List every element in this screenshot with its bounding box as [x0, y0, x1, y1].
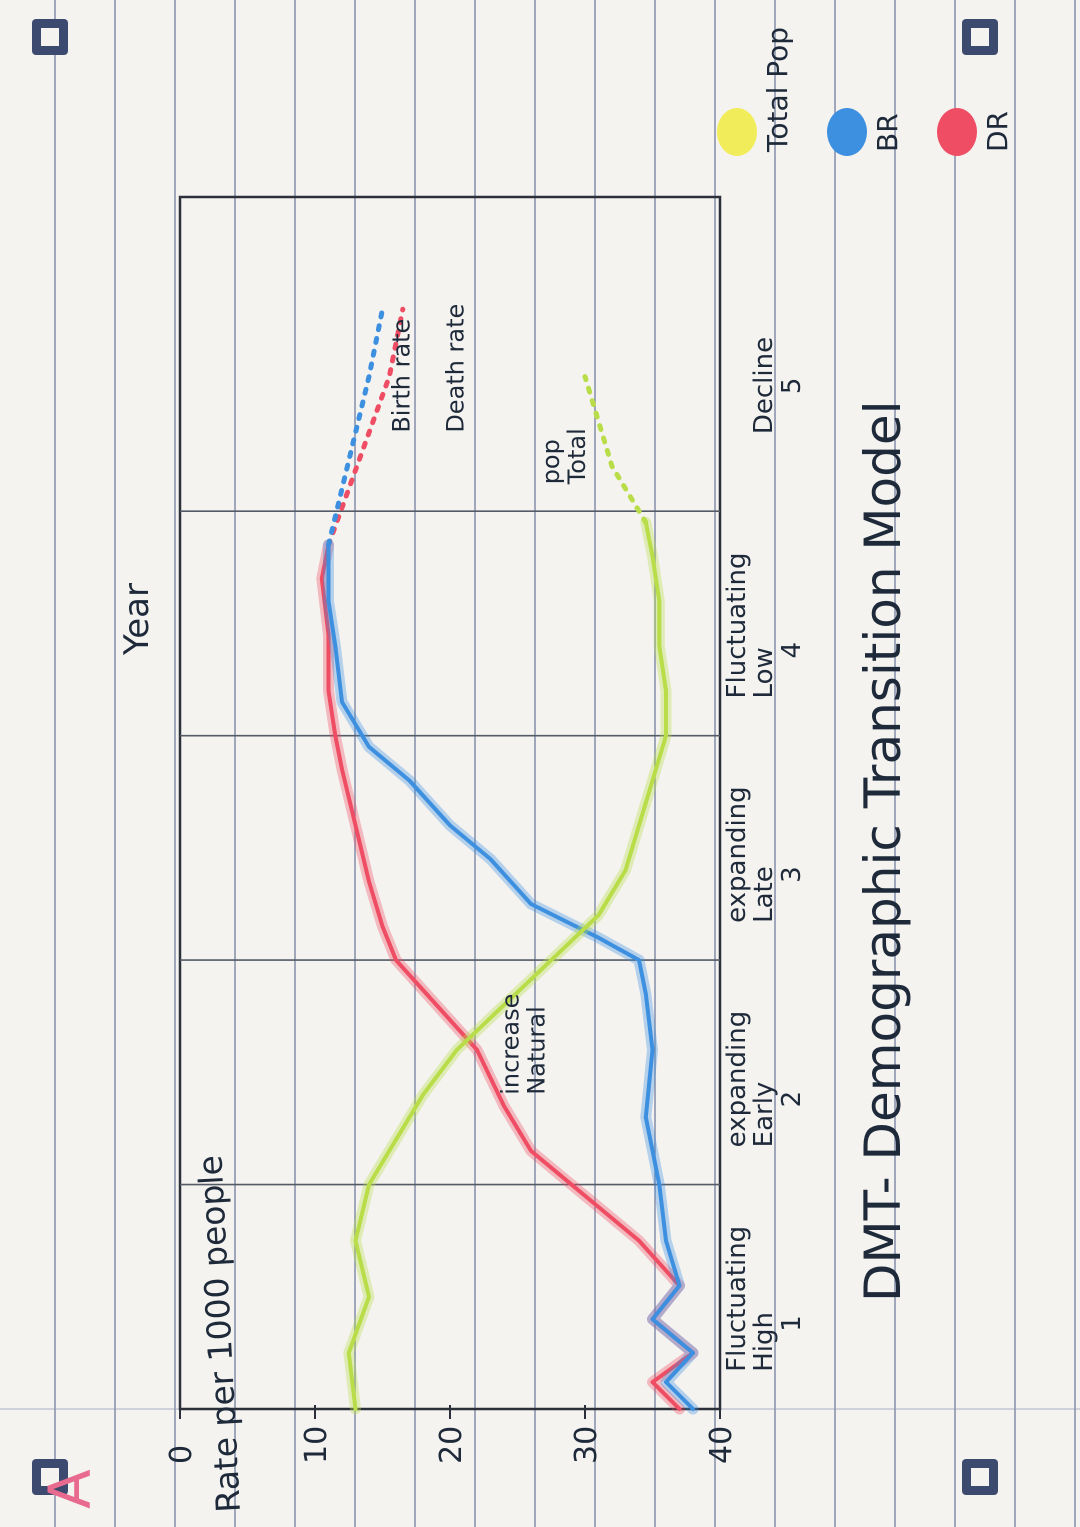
binder-clip-hole: [41, 28, 59, 46]
binder-clip-hole: [41, 1468, 59, 1486]
binder-clip-icon: [962, 19, 998, 55]
series-projection: [326, 306, 385, 548]
series-lines: [316, 306, 699, 1415]
corner-letter: A: [36, 1469, 104, 1509]
stage-name: Late: [749, 866, 779, 923]
annotation: increase: [497, 994, 525, 1095]
stage-number: 4: [777, 642, 807, 659]
binder-clip-hole: [971, 1468, 989, 1486]
binder-clip-icon: [32, 1459, 68, 1495]
binder-clip-hole: [971, 28, 989, 46]
series-line: [326, 542, 695, 1411]
y-tick-label: 20: [434, 1426, 469, 1464]
series-line: [346, 520, 668, 1411]
legend-label: BR: [871, 113, 904, 152]
legend-swatch: [717, 108, 757, 156]
stage-name: Low: [749, 647, 779, 698]
annotation: pop: [537, 439, 565, 484]
stage-name: Fluctuating: [722, 552, 752, 698]
series-halo: [323, 539, 699, 1415]
legend-swatch: [937, 108, 977, 156]
stage-number: 2: [777, 1091, 807, 1108]
stage-name: Decline: [749, 337, 779, 434]
legend-label: DR: [981, 111, 1014, 152]
stage-name: expanding: [722, 1011, 752, 1148]
chart-frame: 40 30 20 10 0: [164, 195, 739, 1464]
stage-name: Fluctuating: [722, 1226, 752, 1372]
stage-number: 3: [777, 866, 807, 883]
y-tick-label: 10: [299, 1426, 334, 1464]
y-tick-label: 0: [164, 1445, 199, 1464]
chart-text: A DMT- Demographic Transition Model Rate…: [36, 400, 912, 1513]
stage-name: Early: [749, 1082, 779, 1148]
stage-number: 1: [777, 1315, 807, 1332]
x-axis-label: Year: [117, 583, 157, 656]
annotation: Total: [563, 428, 591, 485]
series-projection: [582, 374, 649, 525]
chart-annotations: 1HighFluctuating2Earlyexpanding3Lateexpa…: [388, 27, 1015, 1372]
y-tick-label: 40: [704, 1426, 739, 1464]
annotation: Natural: [523, 1006, 551, 1095]
binder-clip-icon: [32, 19, 68, 55]
y-tick-label: 30: [569, 1426, 604, 1464]
series-projection: [326, 306, 406, 548]
stage-name: expanding: [722, 786, 752, 923]
legend-label: Total Pop: [761, 27, 794, 153]
legend-swatch: [827, 108, 867, 156]
binder-clip-icon: [962, 1459, 998, 1495]
annotation: Death rate: [442, 304, 470, 433]
annotation: Birth rate: [388, 319, 416, 433]
stage-number: 5: [777, 378, 807, 395]
chart-title: DMT- Demographic Transition Model: [854, 400, 912, 1302]
stage-name: High: [749, 1312, 779, 1372]
